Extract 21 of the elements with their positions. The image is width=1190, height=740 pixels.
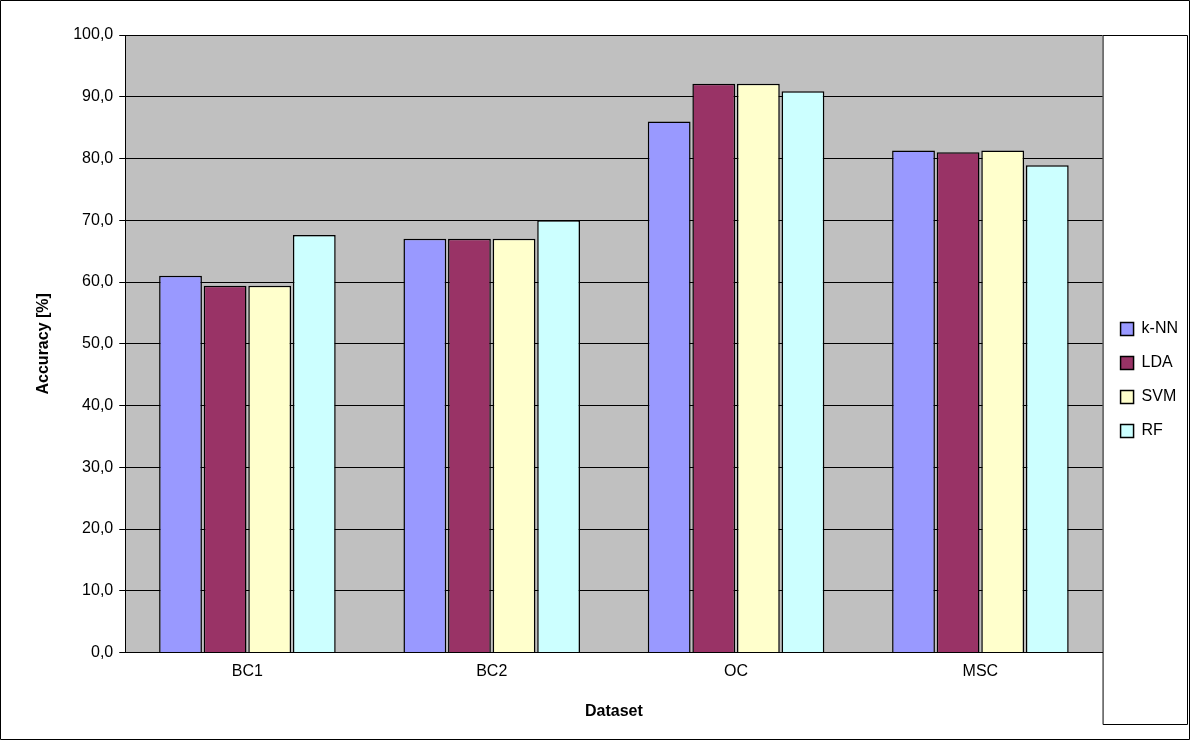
- y-tick-label: 0,0: [90, 643, 114, 661]
- y-axis-title: Accuracy [%]: [34, 293, 52, 395]
- y-tick-label: 60,0: [82, 272, 114, 290]
- legend-label: RF: [1141, 421, 1164, 439]
- y-tick-label: 90,0: [82, 87, 114, 105]
- x-axis-title: Dataset: [584, 701, 644, 719]
- x-tick-label: OC: [724, 661, 749, 679]
- legend-label: SVM: [1141, 387, 1177, 405]
- y-tick-label: 30,0: [82, 457, 114, 475]
- y-tick-label: 100,0: [73, 25, 114, 43]
- legend-label: k-NN: [1141, 319, 1178, 337]
- y-tick-label: 40,0: [82, 395, 114, 413]
- legend-label: LDA: [1141, 353, 1174, 371]
- x-tick-label: BC1: [231, 661, 264, 679]
- y-tick-label: 20,0: [82, 519, 114, 537]
- x-tick-label: MSC: [962, 661, 999, 679]
- y-tick-label: 50,0: [82, 334, 114, 352]
- y-tick-label: 10,0: [82, 581, 114, 599]
- y-tick-label: 80,0: [82, 148, 114, 166]
- x-tick-label: BC2: [476, 661, 508, 679]
- y-tick-label: 70,0: [82, 210, 114, 228]
